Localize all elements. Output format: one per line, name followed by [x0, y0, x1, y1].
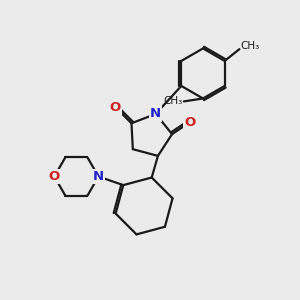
Text: N: N	[150, 107, 161, 120]
Text: N: N	[93, 170, 104, 183]
Text: O: O	[49, 170, 60, 183]
Text: CH₃: CH₃	[163, 96, 182, 106]
Text: O: O	[184, 116, 195, 129]
Text: O: O	[110, 100, 121, 114]
Text: CH₃: CH₃	[241, 41, 260, 51]
